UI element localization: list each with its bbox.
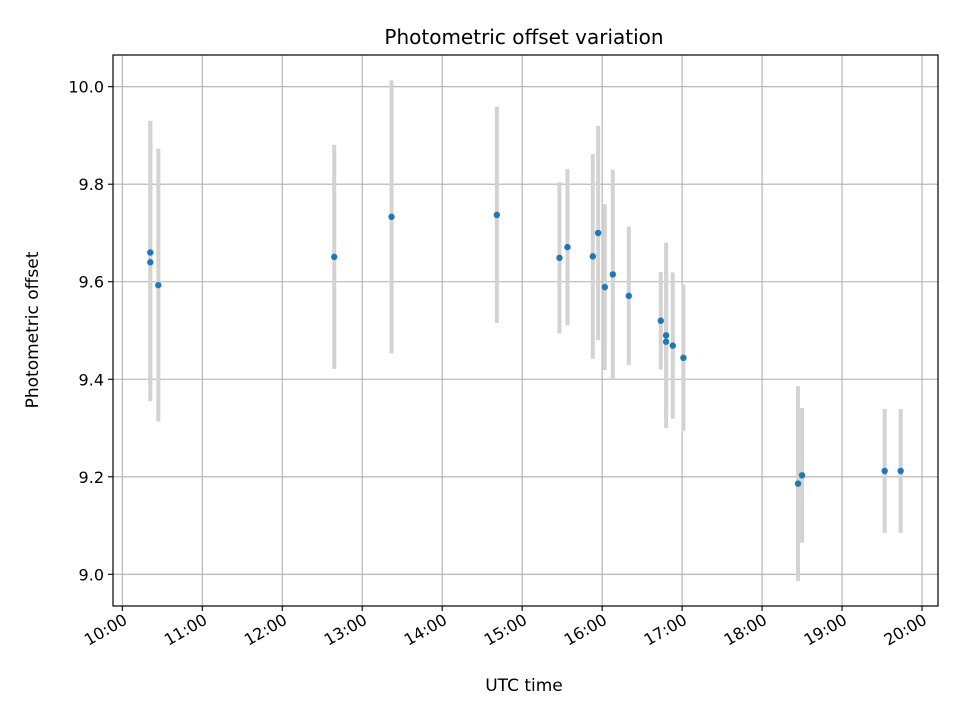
x-tick-label: 16:00 xyxy=(561,610,610,650)
data-point xyxy=(794,480,802,487)
data-point xyxy=(680,354,687,362)
x-tick-label: 19:00 xyxy=(801,610,850,650)
x-tick-label: 15:00 xyxy=(481,610,530,650)
data-point xyxy=(662,338,670,345)
data-point xyxy=(155,281,162,289)
data-point xyxy=(657,317,664,324)
x-tick-label: 12:00 xyxy=(241,610,290,650)
y-tick-label: 9.0 xyxy=(79,565,104,584)
data-point xyxy=(625,292,632,300)
x-axis-label: UTC time xyxy=(485,676,563,696)
data-point xyxy=(589,253,597,260)
data-point xyxy=(147,249,154,256)
data-point xyxy=(493,211,501,219)
y-tick-label: 9.4 xyxy=(79,370,104,389)
data-point xyxy=(601,283,609,291)
y-axis-ticks: 9.0 9.2 9.4 9.6 9.8 10.0 xyxy=(68,78,113,584)
data-point xyxy=(897,467,904,475)
data-point xyxy=(594,229,602,237)
data-point xyxy=(609,271,616,278)
data-point xyxy=(662,332,670,339)
x-tick-label: 10:00 xyxy=(81,610,130,650)
data-point xyxy=(147,259,154,266)
y-tick-label: 10.0 xyxy=(68,78,104,97)
x-tick-label: 14:00 xyxy=(401,610,450,650)
y-tick-label: 9.6 xyxy=(79,273,104,292)
x-axis-ticks: 10:00 11:00 12:00 13:00 14:00 15:00 16:00 17:00… xyxy=(81,606,930,650)
x-tick-label: 11:00 xyxy=(161,610,210,650)
plot-frame xyxy=(112,54,939,607)
data-point xyxy=(798,472,806,479)
data-point xyxy=(564,243,571,251)
data-point xyxy=(881,467,888,475)
y-axis-label: Photometric offset xyxy=(23,251,43,408)
grid xyxy=(113,55,938,606)
x-tick-label: 17:00 xyxy=(641,610,690,650)
x-tick-label: 13:00 xyxy=(321,610,370,650)
x-tick-label: 18:00 xyxy=(721,610,770,650)
x-tick-label: 20:00 xyxy=(881,610,930,650)
data-point xyxy=(388,213,395,221)
data-points xyxy=(147,211,904,487)
data-point xyxy=(331,253,338,261)
chart-title: Photometric offset variation xyxy=(384,25,663,49)
y-tick-label: 9.2 xyxy=(79,468,104,487)
y-tick-label: 9.8 xyxy=(79,175,104,194)
data-point xyxy=(556,254,563,262)
data-point xyxy=(669,342,676,349)
error-bars xyxy=(148,80,903,582)
